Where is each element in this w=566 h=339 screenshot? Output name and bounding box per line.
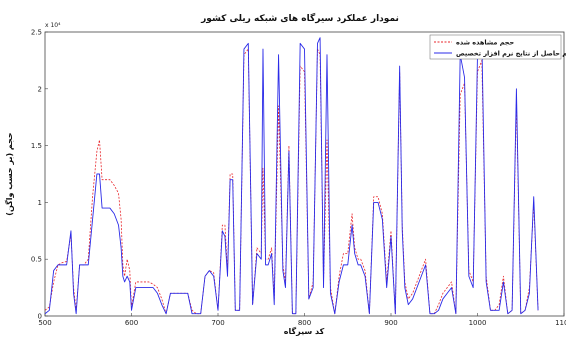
legend-label-model: حجم حاصل از نتایج نرم افزار تخصیص <box>456 50 566 58</box>
x-tick-label: 800 <box>298 319 311 327</box>
series-layer <box>44 37 539 315</box>
series-line-observed <box>44 48 539 315</box>
y-tick-label: 0 <box>38 313 42 321</box>
legend: حجم مشاهده شده حجم حاصل از نتایج نرم افز… <box>429 34 566 60</box>
y-axis-title: حجم (بر حسب واگن) <box>4 132 14 216</box>
y-tick-label: 1.5 <box>31 142 42 150</box>
legend-box <box>429 34 562 60</box>
y-multiplier-label: x 10⁴ <box>45 22 61 29</box>
series-line-model <box>44 37 539 315</box>
x-tick-label: 900 <box>384 319 397 327</box>
x-tick-label: 500 <box>38 319 51 327</box>
y-tick-label: 1 <box>38 199 42 207</box>
legend-label-observed: حجم مشاهده شده <box>456 39 514 47</box>
y-tick-label: 0.5 <box>31 256 42 264</box>
plot-frame <box>44 31 565 317</box>
plot-area <box>44 31 565 317</box>
chart-title: نمودار عملکرد سیرگاه های شبکه ریلی کشور <box>200 12 399 24</box>
x-axis-title: کد سیرگاه <box>284 326 325 336</box>
x-tick-label: 1000 <box>469 319 487 327</box>
x-tick-label: 600 <box>125 319 138 327</box>
y-tick-label: 2.5 <box>31 29 42 37</box>
y-tick-label: 2 <box>38 85 42 93</box>
x-tick-label: 700 <box>211 319 224 327</box>
